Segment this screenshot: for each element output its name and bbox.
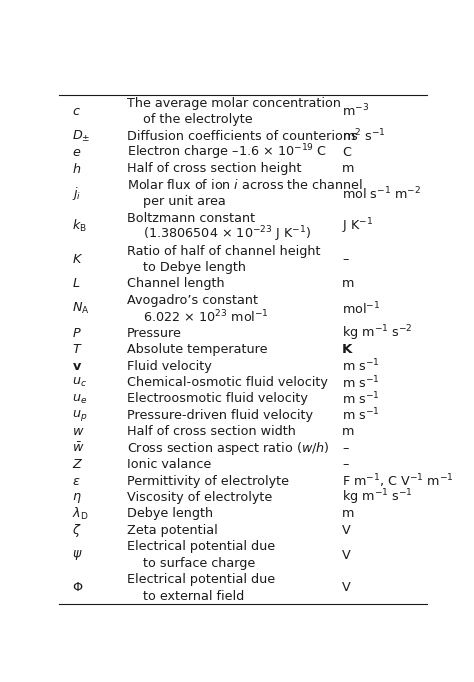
Text: m: m [342, 278, 355, 291]
Text: –: – [342, 458, 348, 471]
Text: Pressure-driven fluid velocity: Pressure-driven fluid velocity [127, 409, 313, 422]
Text: Debye length: Debye length [127, 507, 213, 520]
Text: Absolute temperature: Absolute temperature [127, 343, 268, 356]
Text: K: K [342, 343, 353, 356]
Text: of the electrolyte: of the electrolyte [127, 113, 253, 126]
Text: $D_{\pm}$: $D_{\pm}$ [72, 128, 91, 144]
Text: Chemical-osmotic fluid velocity: Chemical-osmotic fluid velocity [127, 376, 328, 389]
Text: $K$: $K$ [72, 253, 83, 266]
Text: $\Phi$: $\Phi$ [72, 582, 83, 595]
Text: Fluid velocity: Fluid velocity [127, 359, 212, 372]
Text: $\lambda_{\mathrm{D}}$: $\lambda_{\mathrm{D}}$ [72, 506, 89, 522]
Text: Molar flux of ion $i$ across the channel: Molar flux of ion $i$ across the channel [127, 179, 364, 192]
Text: $u_p$: $u_p$ [72, 408, 88, 423]
Text: m: m [342, 507, 355, 520]
Text: Electrical potential due: Electrical potential due [127, 540, 275, 553]
Text: $\zeta$: $\zeta$ [72, 522, 82, 539]
Text: mol$^{-1}$: mol$^{-1}$ [342, 300, 381, 317]
Text: V: V [342, 548, 351, 561]
Text: $T$: $T$ [72, 343, 83, 356]
Text: $u_c$: $u_c$ [72, 376, 87, 389]
Text: $P$: $P$ [72, 327, 82, 340]
Text: Channel length: Channel length [127, 278, 225, 291]
Text: m$^{-3}$: m$^{-3}$ [342, 103, 369, 120]
Text: m s$^{-1}$: m s$^{-1}$ [342, 358, 380, 374]
Text: $L$: $L$ [72, 278, 81, 291]
Text: F m$^{-1}$, C V$^{-1}$ m$^{-1}$: F m$^{-1}$, C V$^{-1}$ m$^{-1}$ [342, 473, 454, 490]
Text: C: C [342, 146, 351, 159]
Text: V: V [342, 524, 351, 537]
Text: Permittivity of electrolyte: Permittivity of electrolyte [127, 475, 289, 488]
Text: Electrical potential due: Electrical potential due [127, 573, 275, 587]
Text: Viscosity of electrolyte: Viscosity of electrolyte [127, 491, 273, 504]
Text: 6.022 × 10$^{23}$ mol$^{-1}$: 6.022 × 10$^{23}$ mol$^{-1}$ [127, 308, 269, 325]
Text: mol s$^{-1}$ m$^{-2}$: mol s$^{-1}$ m$^{-2}$ [342, 186, 421, 202]
Text: m: m [342, 162, 355, 175]
Text: Avogadro’s constant: Avogadro’s constant [127, 294, 258, 307]
Text: m s$^{-1}$: m s$^{-1}$ [342, 374, 380, 391]
Text: $N_{\mathrm{A}}$: $N_{\mathrm{A}}$ [72, 301, 90, 316]
Text: Electroosmotic fluid velocity: Electroosmotic fluid velocity [127, 392, 308, 406]
Text: Zeta potential: Zeta potential [127, 524, 218, 537]
Text: $\psi$: $\psi$ [72, 548, 83, 562]
Text: m s$^{-1}$: m s$^{-1}$ [342, 391, 380, 407]
Text: Cross section aspect ratio ($w/h$): Cross section aspect ratio ($w/h$) [127, 440, 330, 457]
Text: $\bar{w}$: $\bar{w}$ [72, 441, 84, 455]
Text: to Debye length: to Debye length [127, 261, 246, 274]
Text: $e$: $e$ [72, 146, 82, 159]
Text: to external field: to external field [127, 590, 245, 603]
Text: $w$: $w$ [72, 426, 84, 439]
Text: $\varepsilon$: $\varepsilon$ [72, 475, 81, 488]
Text: $h$: $h$ [72, 162, 82, 176]
Text: $u_e$: $u_e$ [72, 392, 87, 406]
Text: Pressure: Pressure [127, 327, 182, 340]
Text: kg m$^{-1}$ s$^{-2}$: kg m$^{-1}$ s$^{-2}$ [342, 323, 413, 343]
Text: Diffusion coefficients of counterions: Diffusion coefficients of counterions [127, 130, 358, 143]
Text: $k_{\mathrm{B}}$: $k_{\mathrm{B}}$ [72, 218, 87, 235]
Text: Ratio of half of channel height: Ratio of half of channel height [127, 245, 321, 258]
Text: Ionic valance: Ionic valance [127, 458, 211, 471]
Text: m$^{2}$ s$^{-1}$: m$^{2}$ s$^{-1}$ [342, 128, 386, 145]
Text: $c$: $c$ [72, 105, 81, 118]
Text: (1.3806504 × 10$^{-23}$ J K$^{-1}$): (1.3806504 × 10$^{-23}$ J K$^{-1}$) [127, 225, 311, 244]
Text: The average molar concentration: The average molar concentration [127, 97, 341, 110]
Text: m: m [342, 426, 355, 439]
Text: $j_i$: $j_i$ [72, 185, 82, 202]
Text: J K$^{-1}$: J K$^{-1}$ [342, 217, 374, 236]
Text: $\eta$: $\eta$ [72, 490, 82, 505]
Text: Half of cross section height: Half of cross section height [127, 162, 302, 175]
Text: m s$^{-1}$: m s$^{-1}$ [342, 407, 380, 424]
Text: per unit area: per unit area [127, 195, 226, 208]
Text: kg m$^{-1}$ s$^{-1}$: kg m$^{-1}$ s$^{-1}$ [342, 488, 413, 507]
Text: Half of cross section width: Half of cross section width [127, 426, 296, 439]
Text: –: – [342, 253, 348, 266]
Text: Electron charge –1.6 × 10$^{-19}$ C: Electron charge –1.6 × 10$^{-19}$ C [127, 143, 327, 162]
Text: Boltzmann constant: Boltzmann constant [127, 211, 255, 224]
Text: V: V [342, 582, 351, 595]
Text: –: – [342, 442, 348, 455]
Text: to surface charge: to surface charge [127, 557, 255, 569]
Text: $\mathbf{v}$: $\mathbf{v}$ [72, 359, 82, 372]
Text: $Z$: $Z$ [72, 458, 83, 471]
